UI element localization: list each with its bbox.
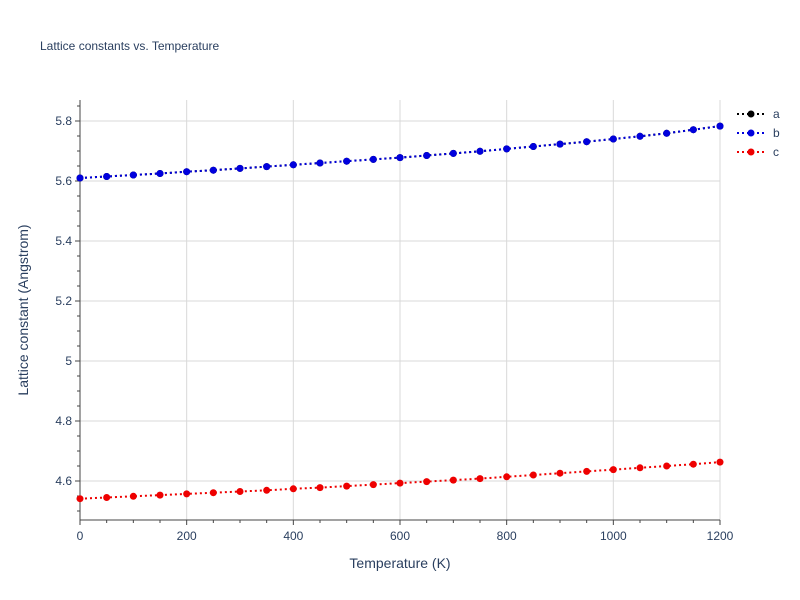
- data-point-c: [236, 488, 244, 495]
- data-point-c: [209, 489, 217, 497]
- chart-title: Lattice constants vs. Temperature: [40, 39, 220, 53]
- data-point-c: [716, 458, 724, 466]
- x-tick-label: 600: [390, 529, 410, 543]
- legend-label-c: c: [773, 145, 779, 159]
- axes: 0 200 400 600 800 1000 1200 4.6 4.8 5 5.2 5.4 5.6 5.8: [55, 100, 734, 543]
- data-point-b: [663, 129, 671, 137]
- x-tick-label: 400: [283, 529, 303, 543]
- data-point-b: [209, 166, 217, 174]
- x-tick-label: 1000: [600, 529, 627, 543]
- legend-marker-a: [747, 110, 755, 118]
- data-point-b: [316, 159, 324, 167]
- data-point-c: [449, 476, 457, 484]
- data-point-c: [609, 466, 617, 474]
- legend-item-a[interactable]: a: [737, 107, 780, 121]
- x-tick-label: 800: [497, 529, 517, 543]
- data-point-b: [609, 135, 617, 143]
- grid: [80, 100, 721, 520]
- x-tick-label: 0: [77, 529, 84, 543]
- data-point-c: [289, 485, 297, 493]
- data-point-c: [529, 471, 537, 479]
- data-point-c: [103, 494, 111, 501]
- y-tick-label: 5: [65, 354, 72, 368]
- data-point-c: [129, 492, 137, 500]
- data-point-b: [76, 174, 84, 182]
- data-point-c: [183, 490, 191, 498]
- data-point-b: [449, 149, 457, 157]
- legend-label-a: a: [773, 107, 780, 121]
- data-point-c: [503, 473, 511, 481]
- data-point-c: [689, 460, 697, 468]
- data-point-c: [263, 486, 271, 494]
- y-tick-label: 4.6: [55, 474, 72, 488]
- y-tick-label: 5.6: [55, 174, 72, 188]
- data-point-b: [556, 140, 564, 148]
- data-point-b: [103, 173, 111, 180]
- data-point-b: [369, 155, 377, 163]
- data-point-b: [343, 157, 351, 165]
- data-point-b: [263, 163, 271, 171]
- x-axis-title: Temperature (K): [349, 555, 450, 571]
- data-point-c: [556, 469, 564, 477]
- data-point-b: [716, 122, 724, 130]
- data-point-b: [183, 168, 191, 176]
- series-layer: [76, 122, 724, 503]
- data-point-c: [76, 495, 84, 503]
- data-point-c: [343, 482, 351, 490]
- y-tick-label: 5.8: [55, 114, 72, 128]
- legend-item-c[interactable]: c: [737, 145, 779, 159]
- data-point-c: [156, 491, 164, 499]
- legend-item-b[interactable]: b: [737, 126, 780, 140]
- data-point-c: [476, 475, 484, 483]
- legend-label-b: b: [773, 126, 780, 140]
- data-point-b: [476, 147, 484, 155]
- data-point-c: [423, 478, 431, 486]
- y-tick-label: 5.4: [55, 234, 72, 248]
- y-tick-label: 5.2: [55, 294, 72, 308]
- data-point-b: [396, 154, 404, 162]
- data-point-c: [636, 464, 644, 472]
- data-point-b: [636, 132, 644, 140]
- y-axis-title: Lattice constant (Angstrom): [15, 224, 31, 395]
- y-tick-label: 4.8: [55, 414, 72, 428]
- data-point-b: [423, 152, 431, 159]
- data-point-b: [129, 171, 137, 179]
- data-point-b: [289, 161, 297, 169]
- x-tick-label: 1200: [707, 529, 734, 543]
- x-tick-label: 200: [177, 529, 197, 543]
- data-point-c: [316, 484, 324, 492]
- data-point-b: [236, 164, 244, 172]
- legend-marker-c: [747, 148, 755, 156]
- legend[interactable]: abc: [737, 107, 780, 159]
- series-c: [76, 458, 724, 503]
- data-point-b: [689, 126, 697, 134]
- data-point-b: [503, 145, 511, 153]
- data-point-c: [663, 462, 671, 470]
- data-point-b: [156, 170, 164, 177]
- data-point-b: [529, 143, 537, 150]
- data-point-b: [583, 138, 591, 146]
- series-b: [76, 122, 724, 182]
- data-point-c: [583, 467, 591, 475]
- legend-marker-b: [747, 129, 755, 137]
- data-point-c: [369, 481, 377, 489]
- data-point-c: [396, 479, 404, 487]
